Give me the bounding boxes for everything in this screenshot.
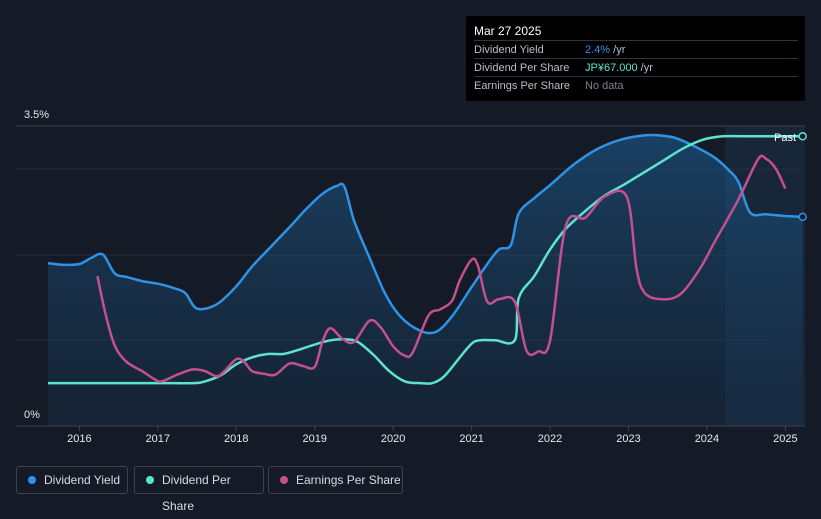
tooltip-unit: /yr [637, 62, 653, 74]
y-tick-label-top: 3.5% [24, 109, 50, 121]
tooltip-value: 2.4% /yr [585, 41, 625, 59]
tooltip-value-number: JP¥67.000 [585, 62, 638, 74]
dividend-yield-end-marker [798, 212, 807, 222]
tooltip-value: No data [585, 77, 624, 95]
legend-dot-earnings-per-share [280, 476, 288, 484]
x-tick-label: 2018 [224, 433, 249, 445]
tooltip-row-dividend-yield: Dividend Yield 2.4% /yr [474, 40, 798, 59]
tooltip-label: Earnings Per Share [474, 80, 570, 92]
dividend-yield-line [47, 133, 803, 335]
tooltip-row-earnings-per-share: Earnings Per Share No data [474, 76, 798, 95]
y-tick-label-bottom: 0% [24, 409, 40, 421]
earnings-per-share-line [96, 154, 787, 383]
legend-item-dividend-per-share[interactable]: Dividend Per Share [134, 466, 264, 513]
tooltip-value-number: 2.4% [585, 44, 611, 56]
past-label: Past [774, 132, 797, 144]
x-tick-label: 2023 [616, 433, 641, 445]
legend-dot-dividend-yield [28, 476, 36, 484]
tooltip-unit: /yr [610, 44, 626, 56]
dividend-per-share-line [47, 134, 803, 385]
data-tooltip: Mar 27 2025 Dividend Yield 2.4% /yr Divi… [466, 16, 805, 101]
tooltip-value: JP¥67.000 /yr [585, 59, 653, 77]
x-tick-label: 2025 [773, 433, 798, 445]
legend-label: Dividend Yield [44, 473, 121, 487]
x-tick-label: 2020 [380, 433, 406, 445]
legend-item-dividend-yield[interactable]: Dividend Yield [16, 466, 128, 494]
tooltip-label: Dividend Yield [474, 44, 544, 56]
x-tick-label: 2019 [302, 433, 327, 445]
tooltip-label: Dividend Per Share [474, 62, 570, 74]
tooltip-date: Mar 27 2025 [474, 24, 542, 38]
dividend-yield-area [48, 134, 803, 426]
x-tick-label: 2022 [537, 433, 563, 445]
chart-canvas [16, 125, 807, 431]
legend-item-earnings-per-share[interactable]: Earnings Per Share [268, 466, 403, 494]
dividend-per-share-end-marker [798, 132, 807, 141]
legend-dot-dividend-per-share [146, 476, 154, 484]
x-tick-label: 2017 [145, 433, 171, 445]
tooltip-value-number: No data [585, 80, 624, 92]
legend-label: Earnings Per Share [296, 473, 401, 487]
x-tick-label: 2024 [694, 433, 720, 445]
x-tick-label: 2016 [67, 433, 92, 445]
x-tick-label: 2021 [459, 433, 484, 445]
tooltip-row-dividend-per-share: Dividend Per Share JP¥67.000 /yr [474, 58, 798, 77]
